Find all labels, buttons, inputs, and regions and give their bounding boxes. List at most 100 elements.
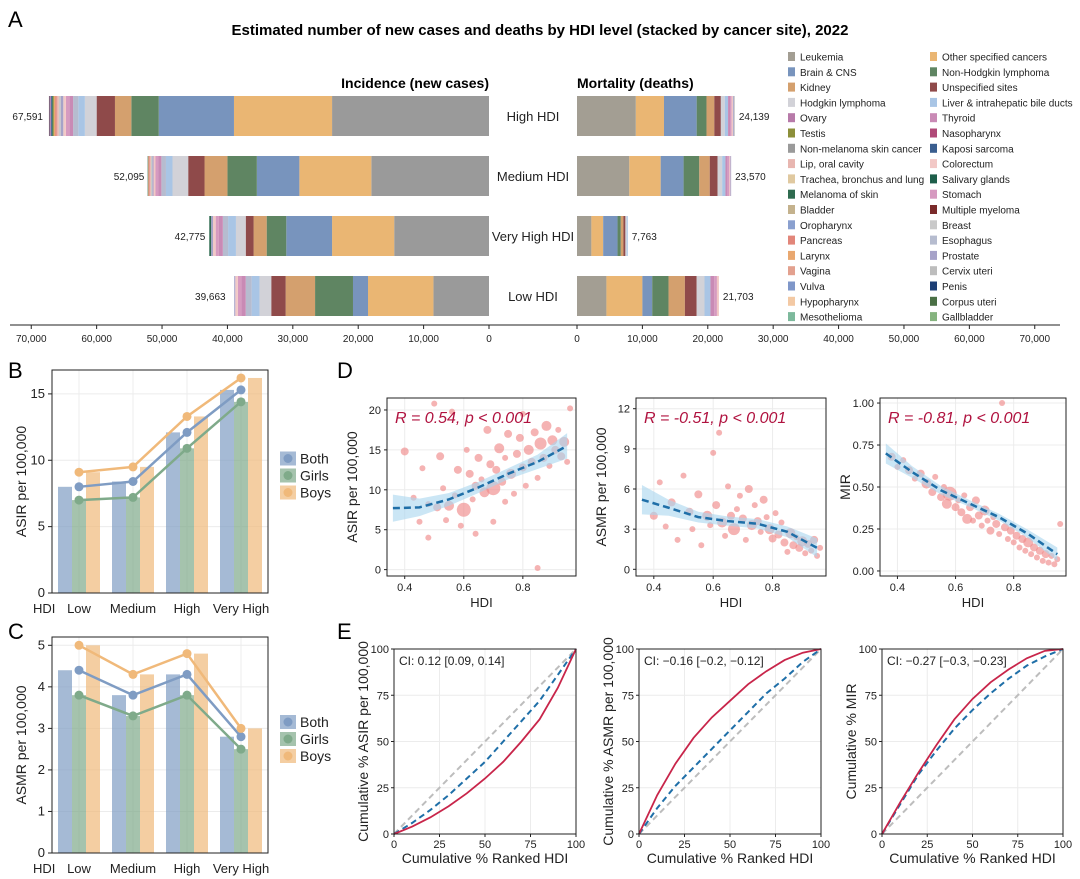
equality-line xyxy=(638,648,822,835)
legend-swatch xyxy=(930,128,937,138)
panel-letter-d: D xyxy=(337,358,353,383)
mortality-segment xyxy=(730,96,732,136)
incidence-segment xyxy=(256,156,300,196)
legend-label: Stomach xyxy=(942,190,981,201)
incidence-segment xyxy=(271,276,286,316)
y-tick-label: 0.75 xyxy=(853,440,874,452)
point-both xyxy=(74,665,84,675)
incidence-segment xyxy=(172,156,189,196)
point-both xyxy=(182,669,192,679)
mortality-subtitle: Mortality (deaths) xyxy=(577,75,694,91)
incidence-segment xyxy=(253,216,267,256)
incidence-total-label: 67,591 xyxy=(12,112,43,123)
bar-both xyxy=(220,389,234,593)
data-point xyxy=(1010,539,1017,546)
incidence-segment xyxy=(235,216,246,256)
legend-swatch xyxy=(788,312,795,322)
data-point xyxy=(962,513,973,524)
mortality-segment xyxy=(720,96,725,136)
hdi-level-label: Medium HDI xyxy=(497,169,569,184)
mortality-segment xyxy=(714,276,717,316)
mortality-segment xyxy=(626,216,628,256)
incidence-segment xyxy=(114,96,132,136)
data-point xyxy=(453,465,462,474)
legend-swatch xyxy=(788,296,795,306)
legend-label: Ovary xyxy=(800,114,827,125)
cancer-site-legend: Leukemia Brain & CNS Kidney Hodgkin lymphom… xyxy=(788,52,1073,324)
y-tick-label: 15 xyxy=(369,445,381,457)
data-point xyxy=(978,522,985,529)
legend-marker xyxy=(283,471,293,480)
line-both xyxy=(78,388,242,489)
incidence-segment xyxy=(266,216,287,256)
legend-swatch xyxy=(930,281,937,291)
mortality-segment xyxy=(733,96,735,136)
bar-both xyxy=(112,695,126,853)
point-boys xyxy=(236,723,246,733)
data-point xyxy=(780,538,789,547)
category-label: High xyxy=(174,601,201,616)
data-point xyxy=(534,565,541,572)
y-tick-label: 0 xyxy=(383,829,389,841)
incidence-segment xyxy=(228,216,236,256)
concentration-curve xyxy=(393,648,577,835)
legend-label: Esophagus xyxy=(942,236,992,247)
line-both xyxy=(78,669,242,738)
incidence-segment xyxy=(48,96,50,136)
mortality-segment xyxy=(577,276,607,316)
bar-girls xyxy=(72,695,86,853)
legend-swatch xyxy=(930,205,937,214)
hdi-level-label: High HDI xyxy=(507,109,560,124)
x-tick-label: 0.6 xyxy=(948,582,963,594)
y-tick-label: 10 xyxy=(369,485,381,497)
x-tick-label: 100 xyxy=(567,839,585,851)
bar-girls xyxy=(234,401,248,593)
mortality-segment xyxy=(714,96,721,136)
legend-label: Cervix uteri xyxy=(942,267,993,278)
legend-swatch xyxy=(930,67,937,77)
panel-d-asir-scatter: R = 0.54, p < 0.001 0 5 10 15 20 0.4 0.6 0.8 HDI A… xyxy=(344,397,577,610)
mortality-segment xyxy=(577,216,592,256)
y-axis-label: Cumulative % ASIR per 100,000 xyxy=(355,641,371,842)
bar-boys xyxy=(140,466,154,593)
bar-girls xyxy=(126,497,140,593)
point-both xyxy=(74,482,84,492)
data-point xyxy=(992,519,1001,528)
legend-label: Both xyxy=(300,714,329,730)
data-point xyxy=(722,532,729,539)
category-label: Medium xyxy=(110,601,156,616)
incidence-segment xyxy=(69,96,74,136)
data-point xyxy=(736,492,743,499)
y-axis-label: ASIR per 100,000 xyxy=(13,426,29,538)
point-boys xyxy=(74,467,84,477)
legend-label: Testis xyxy=(800,129,826,140)
y-tick-label: 25 xyxy=(377,783,389,795)
mortality-x-tick-label: 20,000 xyxy=(692,334,723,345)
mortality-x-tick-label: 10,000 xyxy=(627,334,658,345)
bar-both xyxy=(58,486,72,593)
data-point xyxy=(751,502,758,509)
incidence-segment xyxy=(131,96,159,136)
incidence-segment xyxy=(53,96,56,136)
observed-curve xyxy=(638,648,822,835)
incidence-segment xyxy=(211,216,214,256)
mortality-segment xyxy=(696,276,705,316)
x-tick-label: 50 xyxy=(966,839,978,851)
y-tick-label: 50 xyxy=(622,737,634,749)
data-point xyxy=(400,447,409,456)
x-tick-label: 0 xyxy=(636,839,642,851)
data-point xyxy=(656,479,663,486)
data-point xyxy=(759,495,768,504)
incidence-segment xyxy=(147,156,149,196)
panel-frame xyxy=(635,397,827,577)
data-point xyxy=(564,458,571,465)
legend-marker xyxy=(283,488,293,497)
data-point xyxy=(530,428,539,437)
data-point xyxy=(469,496,476,503)
legend-label: Leukemia xyxy=(800,53,844,64)
x-tick-label: 0.4 xyxy=(397,582,412,594)
legend-swatch xyxy=(930,312,937,322)
legend-label: Breast xyxy=(942,221,971,232)
legend-swatch xyxy=(788,128,795,138)
category-label: High xyxy=(174,861,201,876)
